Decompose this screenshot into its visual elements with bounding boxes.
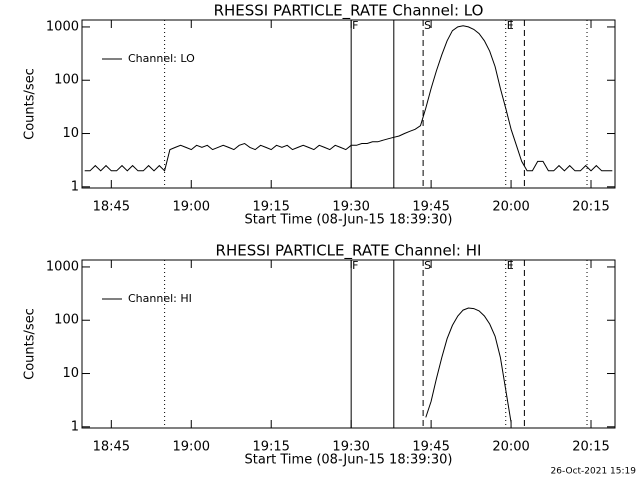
x-tick-label: 20:15 bbox=[572, 200, 609, 215]
x-axis-label: Start Time (08-Jun-15 18:39:30) bbox=[245, 453, 453, 468]
chart-title: RHESSI PARTICLE_RATE Channel: LO bbox=[214, 2, 484, 21]
y-tick-label: 10 bbox=[62, 126, 79, 141]
y-tick-label: 1 bbox=[71, 419, 79, 434]
y-tick-label: 1 bbox=[71, 179, 79, 194]
x-tick-label: 19:45 bbox=[412, 200, 449, 215]
x-tick-label: 19:30 bbox=[332, 440, 369, 455]
x-tick-label: 18:45 bbox=[93, 440, 130, 455]
x-tick-label: 19:00 bbox=[173, 200, 210, 215]
marker-label: F bbox=[352, 259, 358, 272]
x-tick-label: 20:00 bbox=[492, 200, 529, 215]
data-line bbox=[84, 25, 613, 172]
legend-label: Channel: HI bbox=[128, 292, 192, 305]
marker-label: S bbox=[424, 19, 431, 32]
y-axis-label: Counts/sec bbox=[23, 308, 38, 380]
y-tick-label: 100 bbox=[54, 73, 79, 88]
plot-frame bbox=[81, 259, 616, 429]
x-tick-label: 19:15 bbox=[252, 200, 289, 215]
marker-label: F bbox=[352, 19, 358, 32]
y-tick-label: 100 bbox=[54, 313, 79, 328]
marker-label: E bbox=[507, 259, 514, 272]
marker-label: E bbox=[507, 19, 514, 32]
x-tick-label: 18:45 bbox=[93, 200, 130, 215]
x-tick-label: 19:45 bbox=[412, 440, 449, 455]
x-tick-label: 19:30 bbox=[332, 200, 369, 215]
plot-frame bbox=[81, 19, 616, 189]
footer: 26-Oct-2021 15:19 bbox=[551, 467, 637, 477]
x-tick-label: 19:15 bbox=[252, 440, 289, 455]
chart-title: RHESSI PARTICLE_RATE Channel: HI bbox=[216, 242, 482, 261]
y-tick-label: 10 bbox=[62, 366, 79, 381]
y-axis-label: Counts/sec bbox=[23, 68, 38, 140]
y-tick-label: 1000 bbox=[46, 259, 79, 274]
y-tick-label: 1000 bbox=[46, 19, 79, 34]
legend-label: Channel: LO bbox=[128, 52, 195, 65]
x-tick-label: 20:00 bbox=[492, 440, 529, 455]
x-axis-label: Start Time (08-Jun-15 18:39:30) bbox=[245, 213, 453, 228]
marker-label: S bbox=[424, 259, 431, 272]
x-tick-label: 20:15 bbox=[572, 440, 609, 455]
x-tick-label: 19:00 bbox=[173, 440, 210, 455]
data-line bbox=[425, 307, 512, 423]
